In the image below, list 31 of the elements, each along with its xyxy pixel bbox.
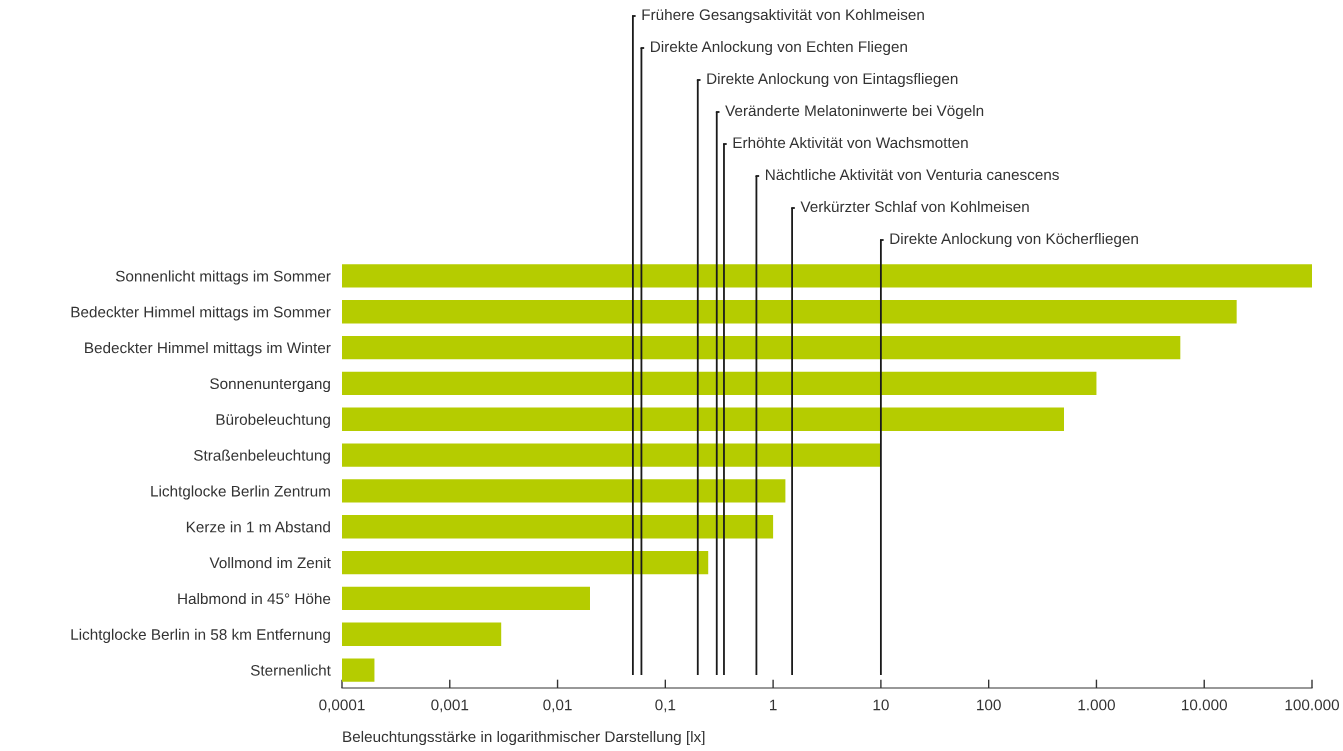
ref-line-label: Direkte Anlockung von Echten Fliegen: [651, 40, 907, 56]
ref-line-label: Verkürzter Schlaf von Kohlmeisen: [800, 200, 1029, 213]
y-tick-label: Halbmond in 45° Höhe: [178, 592, 331, 605]
y-tick-label: Sonnenuntergang: [210, 378, 330, 393]
y-tick-label: Straßenbeleuchtung: [194, 449, 330, 464]
x-tick-label: 100: [977, 699, 1001, 711]
ref-line-label: Veränderte Melatoninwerte bei Vögeln: [725, 104, 984, 120]
x-tick-label: 10: [873, 699, 889, 711]
x-tick-label: 1.000: [1078, 699, 1115, 711]
x-axis-title: Beleuchtungsstärke in logarithmischer Darstellung [lx]: [343, 730, 705, 746]
x-tick-label: 1: [770, 699, 777, 711]
y-tick-label: Lichtglocke Berlin in 58 km Entfernung: [71, 628, 330, 643]
x-tick-label: 0,0001: [319, 699, 365, 713]
y-tick-label: Lichtglocke Berlin Zentrum: [151, 485, 330, 500]
ref-line-label: Erhöhte Aktivität von Wachsmotten: [733, 136, 968, 149]
y-tick-label: Bedeckter Himmel mittags im Winter: [85, 342, 331, 357]
ref-line-label: Direkte Anlockung von Eintagsfliegen: [707, 72, 958, 88]
x-tick-label: 0,01: [543, 699, 572, 713]
ref-line-label: Nächtliche Aktivität von Venturia canescens: [766, 168, 1059, 181]
ref-line-label: Frühere Gesangsaktivität von Kohlmeisen: [642, 8, 924, 24]
ref-line-label: Direkte Anlockung von Köcherfliegen: [890, 232, 1138, 248]
y-tick-label: Bürobeleuchtung: [216, 413, 330, 428]
y-tick-label: Sonnenlicht mittags im Sommer: [115, 270, 331, 285]
x-tick-label: 10.000: [1182, 699, 1227, 711]
y-tick-label: Sternenlicht: [250, 664, 331, 676]
x-tick-label: 0,1: [655, 699, 676, 713]
y-tick-label: Bedeckter Himmel mittags im Sommer: [71, 306, 331, 321]
y-tick-label: Kerze in 1 m Abstand: [186, 521, 330, 533]
x-tick-label: 100.000: [1285, 699, 1340, 711]
y-tick-label: Vollmond im Zenit: [209, 557, 331, 569]
x-tick-label: 0,001: [431, 699, 469, 713]
